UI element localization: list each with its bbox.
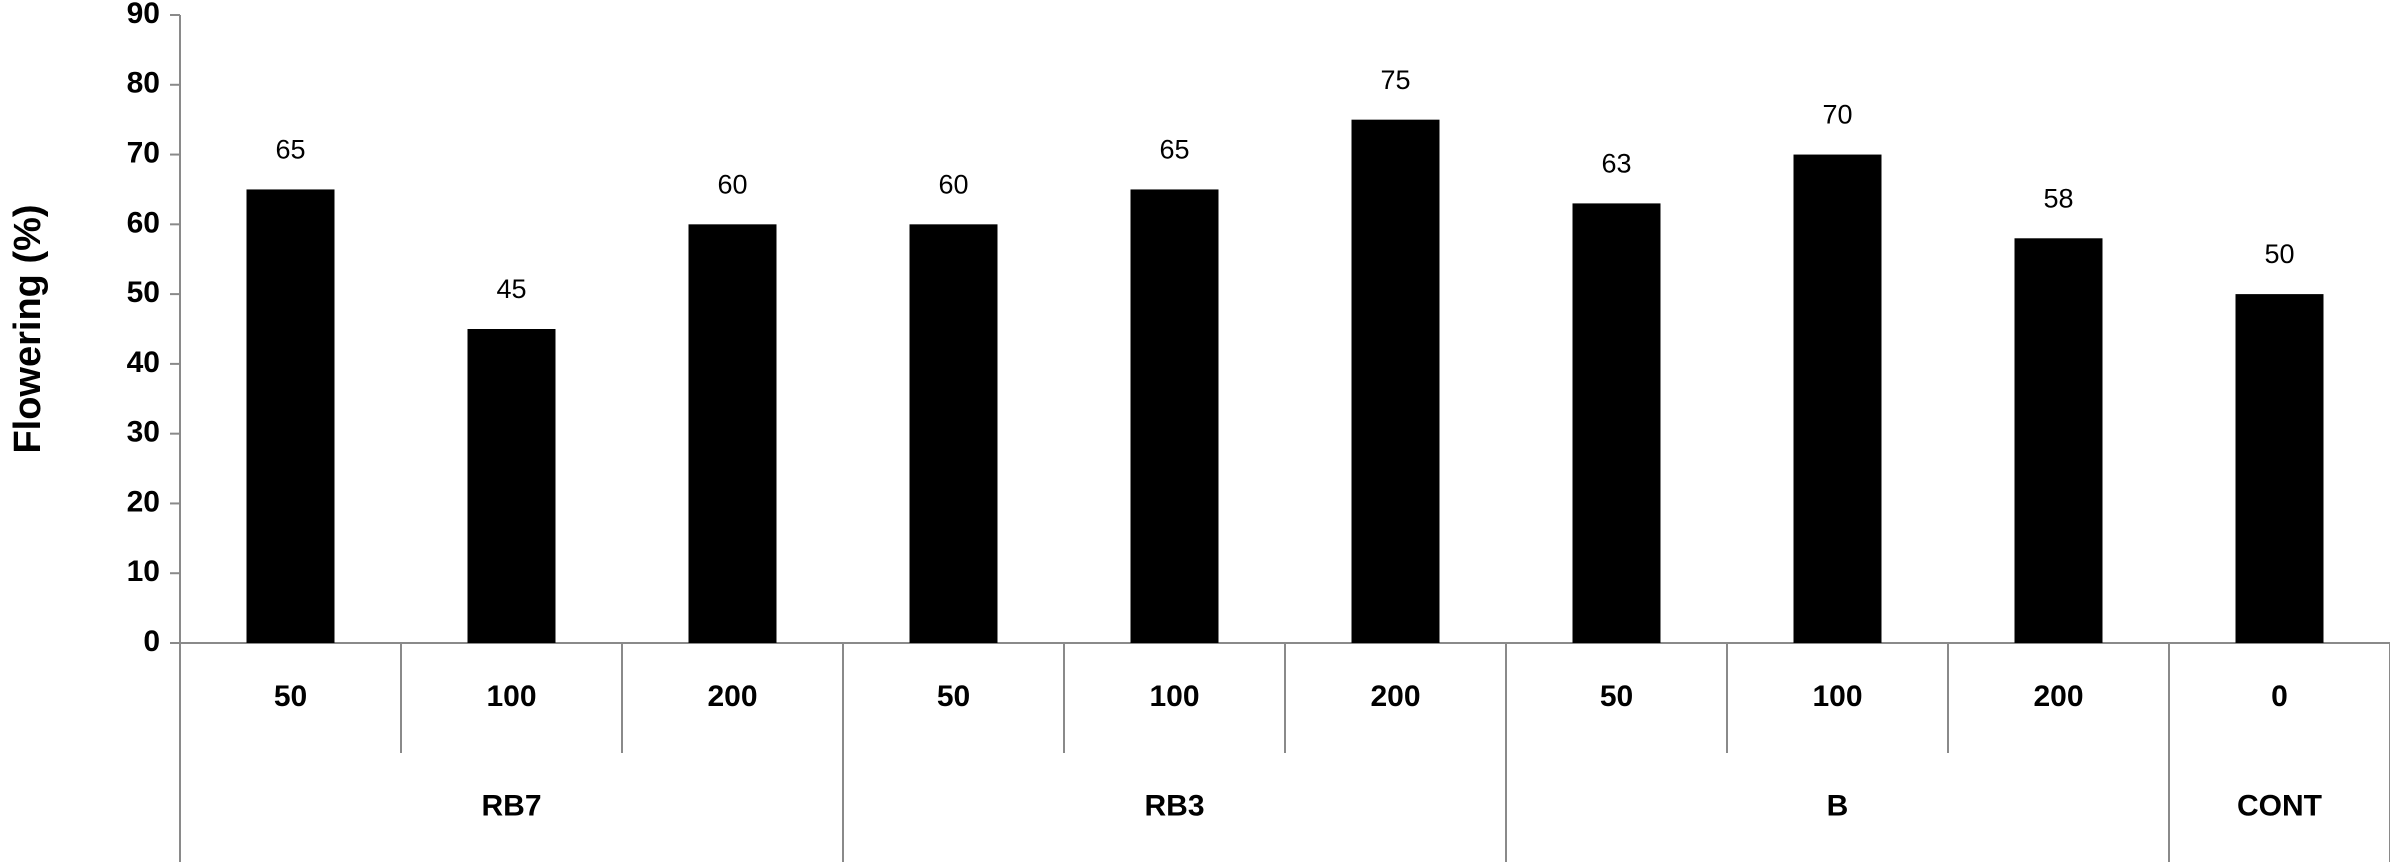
y-tick-label: 80 [127,67,160,100]
bar [1572,203,1661,643]
group-label: RB3 [1144,789,1204,822]
bar [2014,238,2103,644]
bar [2235,294,2324,643]
y-tick-label: 30 [127,416,160,449]
x-tick-label: 100 [1812,680,1862,713]
y-axis-label: Flowering (%) [7,204,49,453]
value-label: 75 [1380,65,1410,95]
value-label: 63 [1601,149,1631,179]
value-label: 65 [1159,135,1189,165]
bar [909,224,998,644]
group-label: RB7 [481,789,541,822]
y-tick-label: 70 [127,136,160,169]
value-label: 60 [717,169,747,199]
y-tick-label: 20 [127,485,160,518]
y-tick-label: 60 [127,206,160,239]
bar [1351,119,1440,643]
bar [1130,189,1219,643]
value-label: 60 [938,169,968,199]
bar [1793,154,1882,644]
value-label: 65 [275,135,305,165]
x-tick-label: 200 [707,680,757,713]
x-tick-label: 0 [2271,680,2288,713]
group-label: B [1827,789,1849,822]
x-tick-label: 50 [937,680,970,713]
x-tick-label: 100 [486,680,536,713]
bar [688,224,777,644]
value-label: 45 [496,274,526,304]
bar [467,329,556,643]
value-label: 70 [1822,100,1852,130]
x-tick-label: 200 [2033,680,2083,713]
y-tick-label: 90 [127,0,160,30]
x-tick-label: 50 [1600,680,1633,713]
y-tick-label: 40 [127,346,160,379]
y-tick-label: 0 [143,625,160,658]
y-tick-label: 50 [127,276,160,309]
group-label: CONT [2237,789,2322,822]
x-tick-label: 50 [274,680,307,713]
y-tick-label: 10 [127,555,160,588]
bar [246,189,335,643]
value-label: 58 [2043,183,2073,213]
value-label: 50 [2264,239,2294,269]
x-tick-label: 200 [1370,680,1420,713]
x-tick-label: 100 [1149,680,1199,713]
